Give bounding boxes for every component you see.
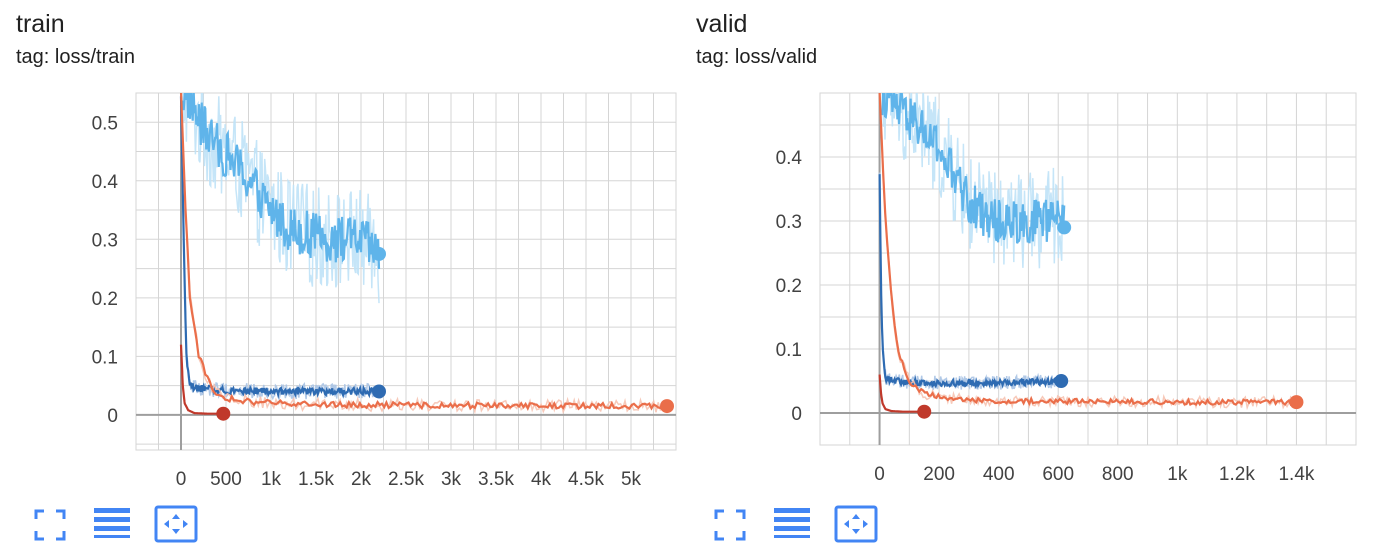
chart-plot-train[interactable]: 0 500 1k 1.5k 2k 2.5k 3k 3.5k 4k 4.5k 5k 0 0.1 0.2 0.3… bbox=[0, 0, 680, 500]
y-tick-label: 0.2 bbox=[92, 289, 118, 310]
y-tick-label: 0 bbox=[107, 406, 118, 427]
y-tick-label: 0.3 bbox=[92, 230, 118, 251]
series-line bbox=[179, 93, 381, 270]
chart-plot-valid[interactable]: 0 200 400 600 800 1k 1.2k 1.4k 0 0.1 0.2 0.3 0.4 bbox=[680, 0, 1360, 500]
chart-tag: tag: loss/train bbox=[16, 46, 135, 68]
list-icon[interactable] bbox=[92, 505, 136, 545]
y-tick-label: 0.1 bbox=[776, 340, 802, 361]
series-end-point bbox=[917, 404, 932, 419]
series-end-point bbox=[372, 384, 386, 399]
x-tick-label: 800 bbox=[1102, 464, 1134, 485]
series-line bbox=[881, 93, 1066, 244]
chart-title: valid bbox=[696, 10, 748, 38]
series-line bbox=[179, 344, 224, 415]
series-raw-line bbox=[182, 93, 380, 304]
x-tick-label: 600 bbox=[1042, 464, 1074, 485]
x-tick-label: 0 bbox=[874, 464, 885, 485]
series-group bbox=[878, 93, 1298, 413]
y-tick-label: 0.5 bbox=[92, 113, 118, 134]
x-tick-label: 2k bbox=[351, 469, 372, 490]
y-tick-label: 0.4 bbox=[776, 148, 803, 169]
x-tick-label: 1k bbox=[261, 469, 282, 490]
series-end-point bbox=[372, 246, 386, 261]
series-raw-line bbox=[878, 93, 1297, 411]
fit-domain-icon[interactable] bbox=[154, 505, 198, 545]
x-tick-label: 3k bbox=[441, 469, 462, 490]
fullscreen-icon[interactable] bbox=[710, 505, 754, 545]
x-tick-label: 4k bbox=[531, 469, 552, 490]
x-tick-label: 1k bbox=[1167, 464, 1188, 485]
x-tick-label: 500 bbox=[210, 469, 242, 490]
y-tick-label: 0.1 bbox=[92, 347, 118, 368]
chart-card-valid: valid tag: loss/valid 0 200 400 600 800 1k 1.2… bbox=[680, 0, 1360, 560]
chart-title: train bbox=[16, 10, 65, 38]
y-tick-label: 0.2 bbox=[776, 276, 802, 297]
series-end-point bbox=[216, 406, 231, 421]
x-tick-label: 1.5k bbox=[298, 469, 334, 490]
x-tick-label: 200 bbox=[923, 464, 955, 485]
y-tick-label: 0.3 bbox=[776, 212, 802, 233]
fullscreen-icon[interactable] bbox=[30, 505, 74, 545]
x-tick-label: 4.5k bbox=[568, 469, 604, 490]
y-tick-label: 0 bbox=[791, 404, 802, 425]
series-end-point bbox=[1289, 395, 1304, 410]
chart-card-train: train tag: loss/train 0 500 1k 1.5k 2k 2.5k 3k… bbox=[0, 0, 680, 560]
fit-domain-icon[interactable] bbox=[834, 505, 878, 545]
series-line bbox=[179, 93, 668, 412]
series-raw-line bbox=[180, 93, 668, 415]
series-group bbox=[179, 93, 668, 415]
series-end-point bbox=[660, 399, 674, 414]
x-tick-label: 1.4k bbox=[1278, 464, 1314, 485]
series-end-point bbox=[1054, 374, 1069, 388]
x-tick-label: 3.5k bbox=[478, 469, 514, 490]
x-tick-label: 1.2k bbox=[1219, 464, 1255, 485]
x-tick-label: 5k bbox=[621, 469, 642, 490]
chart-tag: tag: loss/valid bbox=[696, 46, 818, 68]
series-end-point bbox=[1057, 220, 1072, 235]
series-line bbox=[878, 93, 1298, 407]
series-line bbox=[878, 374, 925, 413]
list-icon[interactable] bbox=[772, 505, 816, 545]
y-tick-label: 0.4 bbox=[92, 172, 119, 193]
x-tick-label: 400 bbox=[983, 464, 1015, 485]
x-tick-label: 2.5k bbox=[388, 469, 424, 490]
x-tick-label: 0 bbox=[176, 469, 187, 490]
